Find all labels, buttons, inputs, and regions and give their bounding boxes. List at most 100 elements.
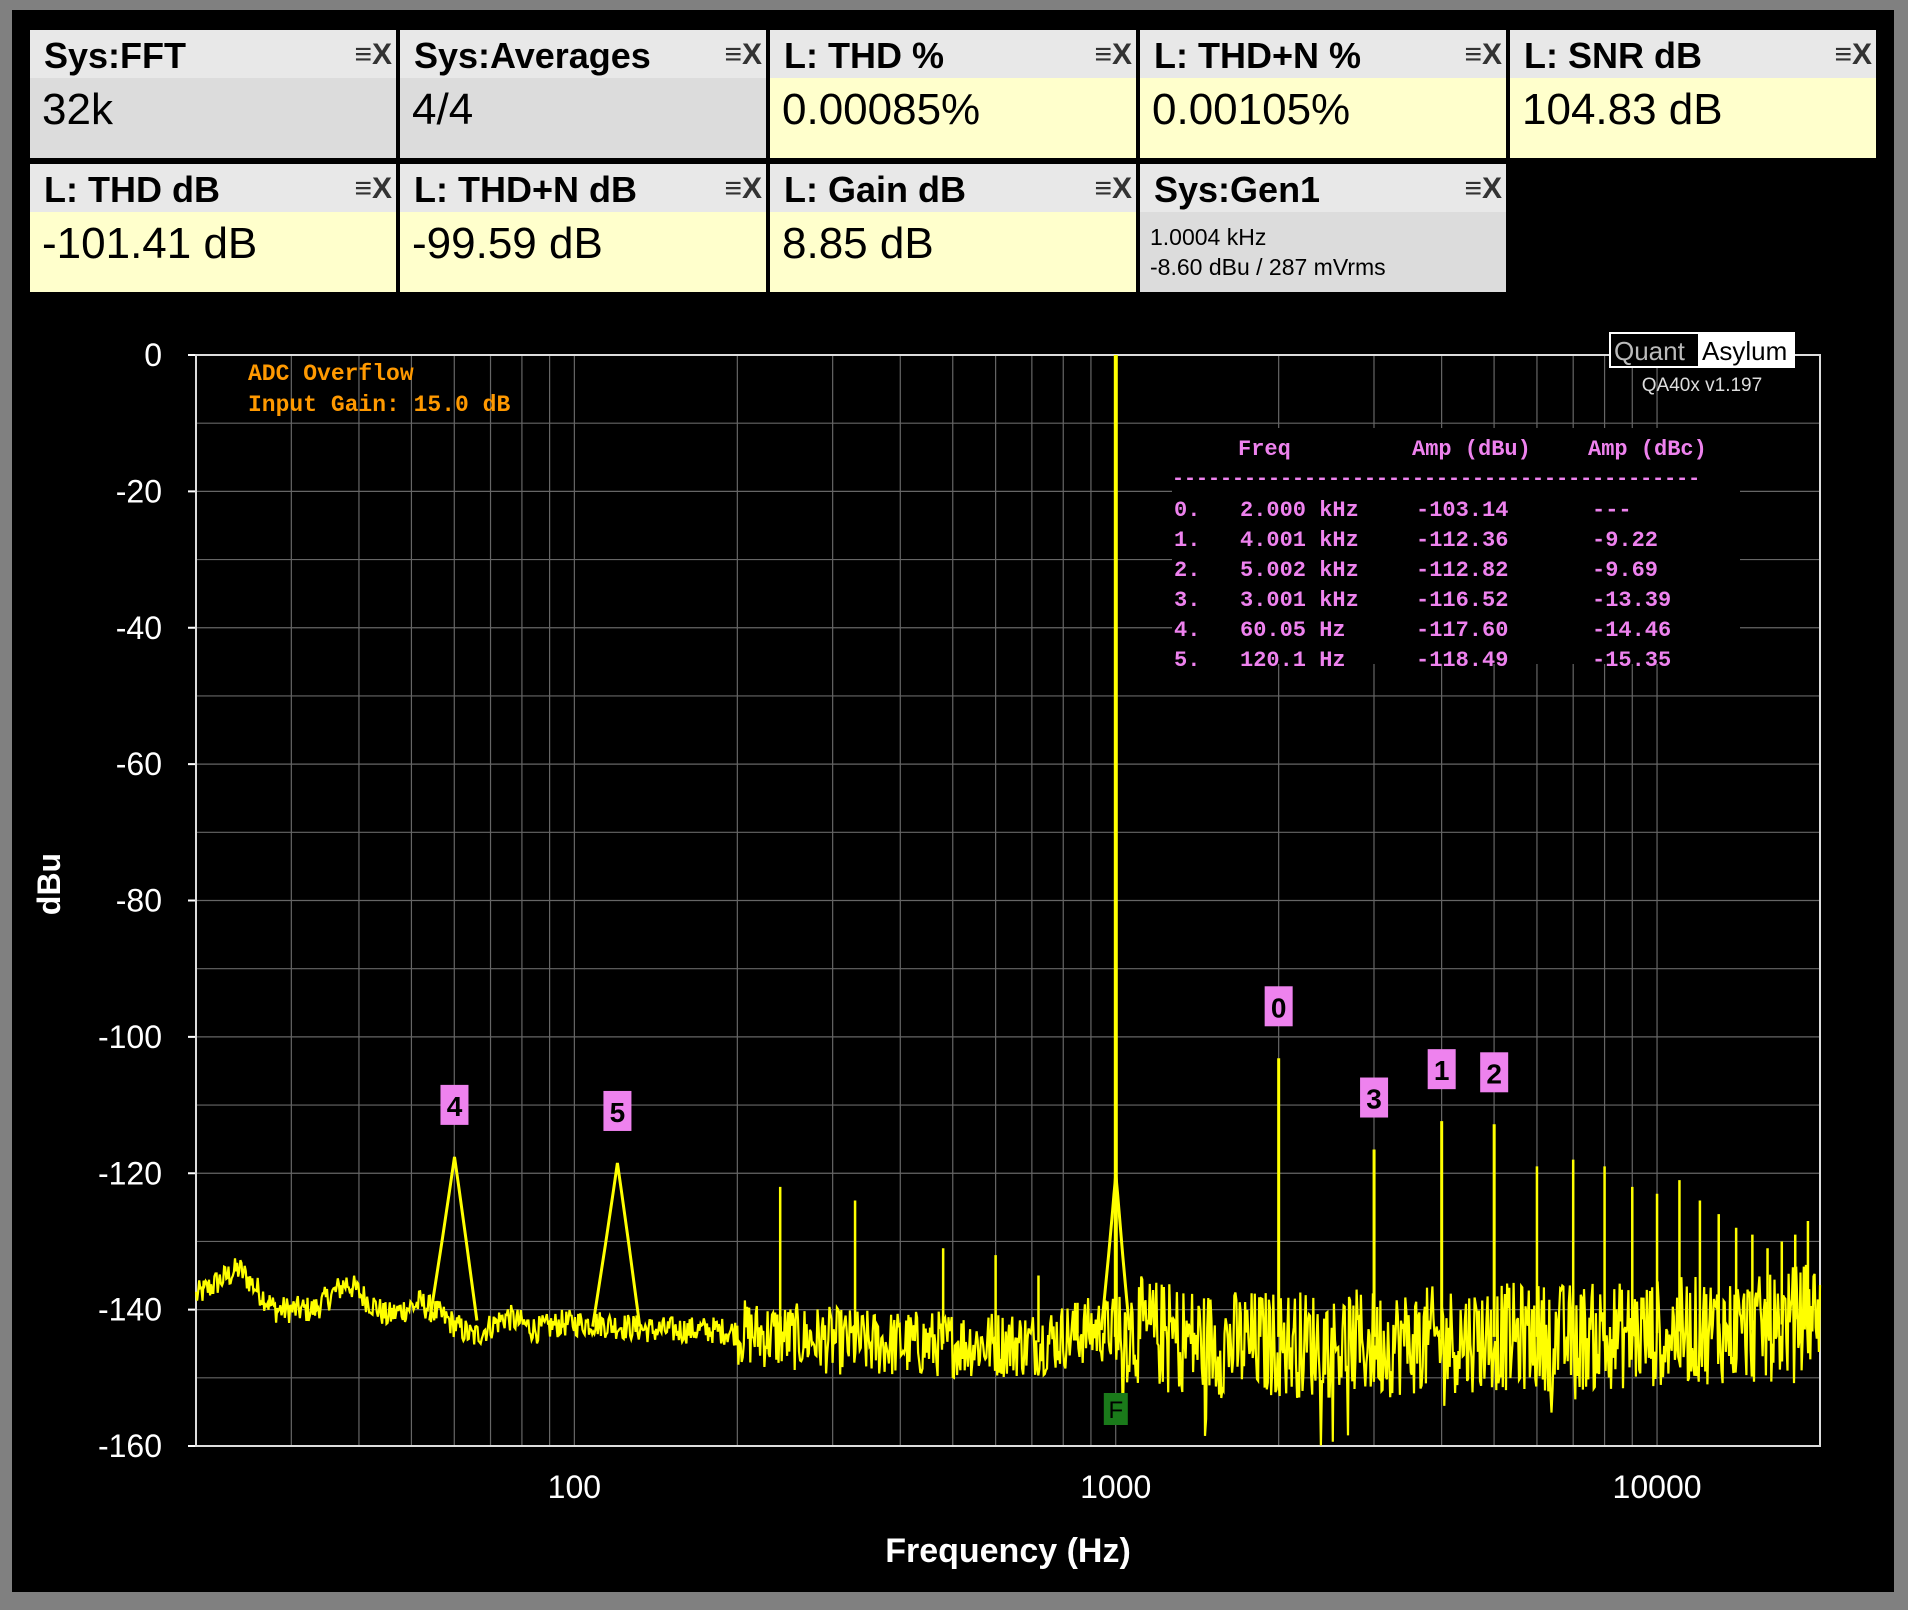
widget-header: [770, 30, 1136, 78]
widget-value: 4/4: [412, 85, 474, 134]
table-cell: 3.001 kHz: [1240, 588, 1359, 613]
harmonic-marker-label: 2: [1486, 1058, 1502, 1089]
widget-value: 32k: [42, 85, 113, 134]
harmonic-peak: [591, 1162, 642, 1327]
table-cell: 5.: [1174, 648, 1200, 673]
adc-overflow-label: ADC Overflow: [248, 361, 414, 387]
harmonic-marker-box: [1480, 1052, 1509, 1093]
x-tick-label: 100: [548, 1469, 601, 1505]
table-rows: 0. 2.000 kHz -103.14 --- 1. 4.001 kHz -112.36 -…: [1174, 498, 1671, 673]
spectrum-trace: [194, 354, 1822, 1446]
harmonic-marker-box: [1360, 1077, 1389, 1118]
table-cell: 5.002 kHz: [1240, 558, 1359, 583]
widget-value: 104.83 dB: [1522, 85, 1723, 134]
y-tick-label: 0: [144, 337, 162, 373]
harmonic-markers: 0 1 2 3 4 5 F: [440, 986, 1509, 1425]
table-cell: 3.: [1174, 588, 1200, 613]
widget-title: L: SNR dB: [1524, 35, 1702, 76]
widget-menu-close-icon[interactable]: ≡X: [354, 172, 392, 205]
y-tick-label: -80: [116, 883, 162, 919]
widget-menu-close-icon[interactable]: ≡X: [1094, 38, 1132, 71]
table-cell: -9.22: [1592, 528, 1658, 553]
table-cell: 2.000 kHz: [1240, 498, 1359, 523]
table-cell: 60.05 Hz: [1240, 618, 1346, 643]
widget-header: [1140, 164, 1506, 212]
fundamental-marker-label: F: [1108, 1397, 1123, 1424]
widget-thd-db[interactable]: L: THD dB ≡X -101.41 dB: [30, 164, 396, 292]
table-header-amp-dbc: Amp (dBc): [1588, 437, 1707, 462]
widget-menu-close-icon[interactable]: ≡X: [354, 38, 392, 71]
table-cell: -13.39: [1592, 588, 1671, 613]
table-cell: -116.52: [1416, 588, 1508, 613]
y-axis-ticks: 0 -20 -40 -60 -80 -100 -120 -140 -160: [98, 337, 196, 1464]
y-tick-label: -140: [98, 1292, 162, 1328]
table-cell: 120.1 Hz: [1240, 648, 1346, 673]
widget-value: -101.41 dB: [42, 219, 258, 268]
table-cell: 1.: [1174, 528, 1200, 553]
generator-level: -8.60 dBu / 287 mVrms: [1150, 254, 1386, 280]
table-cell: 4.001 kHz: [1240, 528, 1359, 553]
noise-floor-trace: [194, 1258, 1822, 1446]
widget-title: Sys:Gen1: [1154, 169, 1321, 210]
widget-value: -99.59 dB: [412, 219, 603, 268]
y-tick-label: -40: [116, 610, 162, 646]
widget-menu-close-icon[interactable]: ≡X: [1464, 172, 1502, 205]
x-tick-label: 10000: [1613, 1469, 1702, 1505]
widget-menu-close-icon[interactable]: ≡X: [724, 38, 762, 71]
widget-title: L: Gain dB: [784, 169, 966, 210]
widget-menu-close-icon[interactable]: ≡X: [1834, 38, 1872, 71]
harmonic-marker-box: [440, 1084, 469, 1125]
table-cell: ---: [1592, 498, 1632, 523]
widget-value: 8.85 dB: [782, 219, 934, 268]
table-cell: -15.35: [1592, 648, 1671, 673]
table-cell: 0.: [1174, 498, 1200, 523]
widget-header: [1510, 30, 1876, 78]
fundamental-marker-box: [1103, 1393, 1128, 1425]
widget-menu-close-icon[interactable]: ≡X: [724, 172, 762, 205]
table-cell: -9.69: [1592, 558, 1658, 583]
table-cell: -112.36: [1416, 528, 1508, 553]
widget-header: [30, 30, 396, 78]
y-tick-label: -60: [116, 746, 162, 782]
y-tick-label: -20: [116, 473, 162, 509]
widget-value: 0.00105%: [1152, 85, 1351, 134]
harmonic-table: Freq Amp (dBu) Amp (dBc) ---------------…: [1172, 428, 1740, 673]
y-tick-label: -100: [98, 1019, 162, 1055]
widget-value: 0.00085%: [782, 85, 981, 134]
widget-header: [400, 164, 766, 212]
widget-sys-gen1[interactable]: Sys:Gen1 ≡X 1.0004 kHz -8.60 dBu / 287 m…: [1140, 164, 1506, 292]
table-cell: 2.: [1174, 558, 1200, 583]
widget-menu-close-icon[interactable]: ≡X: [1464, 38, 1502, 71]
table-cell: -118.49: [1416, 648, 1508, 673]
widget-thd-percent[interactable]: L: THD % ≡X 0.00085%: [770, 30, 1136, 158]
table-header-freq: Freq: [1238, 437, 1291, 462]
widget-gain-db[interactable]: L: Gain dB ≡X 8.85 dB: [770, 164, 1136, 292]
harmonic-peak: [428, 1156, 479, 1321]
harmonic-marker-box: [603, 1090, 632, 1131]
harmonic-marker-box: [1264, 986, 1293, 1027]
y-axis-label: dBu: [31, 853, 67, 915]
logo-quant: Quant: [1614, 336, 1686, 366]
x-axis-ticks: 100 1000 10000: [548, 1469, 1702, 1505]
x-axis-label: Frequency (Hz): [885, 1532, 1131, 1570]
harmonic-marker-label: 0: [1271, 992, 1287, 1023]
x-tick-label: 1000: [1080, 1469, 1151, 1505]
harmonic-marker-label: 4: [447, 1091, 463, 1122]
widget-sys-averages[interactable]: Sys:Averages ≡X 4/4: [400, 30, 766, 158]
table-cell: -117.60: [1416, 618, 1508, 643]
widget-title: L: THD dB: [44, 169, 220, 210]
table-cell: -112.82: [1416, 558, 1508, 583]
quantasylum-logo: Quant Asylum: [1609, 332, 1795, 368]
widget-thdn-db[interactable]: L: THD+N dB ≡X -99.59 dB: [400, 164, 766, 292]
widget-title: L: THD+N %: [1154, 35, 1361, 76]
plot-border: [195, 354, 1821, 1447]
logo-asylum: Asylum: [1702, 336, 1787, 366]
widget-snr-db[interactable]: L: SNR dB ≡X 104.83 dB: [1510, 30, 1876, 158]
widget-menu-close-icon[interactable]: ≡X: [1094, 172, 1132, 205]
widget-thdn-percent[interactable]: L: THD+N % ≡X 0.00105%: [1140, 30, 1506, 158]
table-cell: 4.: [1174, 618, 1200, 643]
widget-sys-fft[interactable]: Sys:FFT ≡X 32k: [30, 30, 396, 158]
widget-header: [770, 164, 1136, 212]
generator-frequency: 1.0004 kHz: [1150, 224, 1267, 250]
